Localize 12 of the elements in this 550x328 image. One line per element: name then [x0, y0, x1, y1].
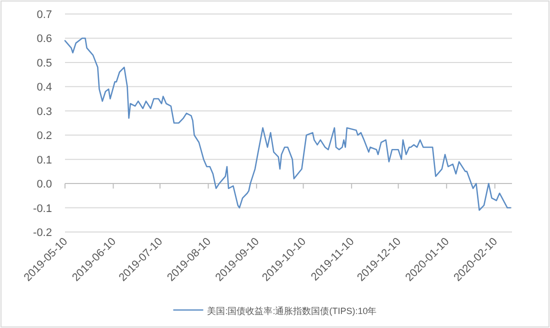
y-tick-label: 0.1: [36, 154, 52, 166]
legend-label: 美国:国债收益率:通胀指数国债(TIPS):10年: [207, 306, 377, 316]
y-tick-label: 0.4: [36, 82, 52, 94]
y-tick-label: -0.1: [33, 202, 52, 215]
y-tick-label: 0.7: [36, 9, 52, 21]
y-tick-label: 0.2: [36, 130, 52, 142]
y-tick-label: 0.5: [36, 57, 52, 70]
y-tick-label: -0.2: [33, 227, 52, 239]
y-tick-label: 0.0: [36, 178, 52, 191]
y-tick-label: 0.6: [36, 33, 52, 46]
line-series: [64, 38, 512, 211]
y-tick-label: 0.3: [36, 106, 52, 118]
